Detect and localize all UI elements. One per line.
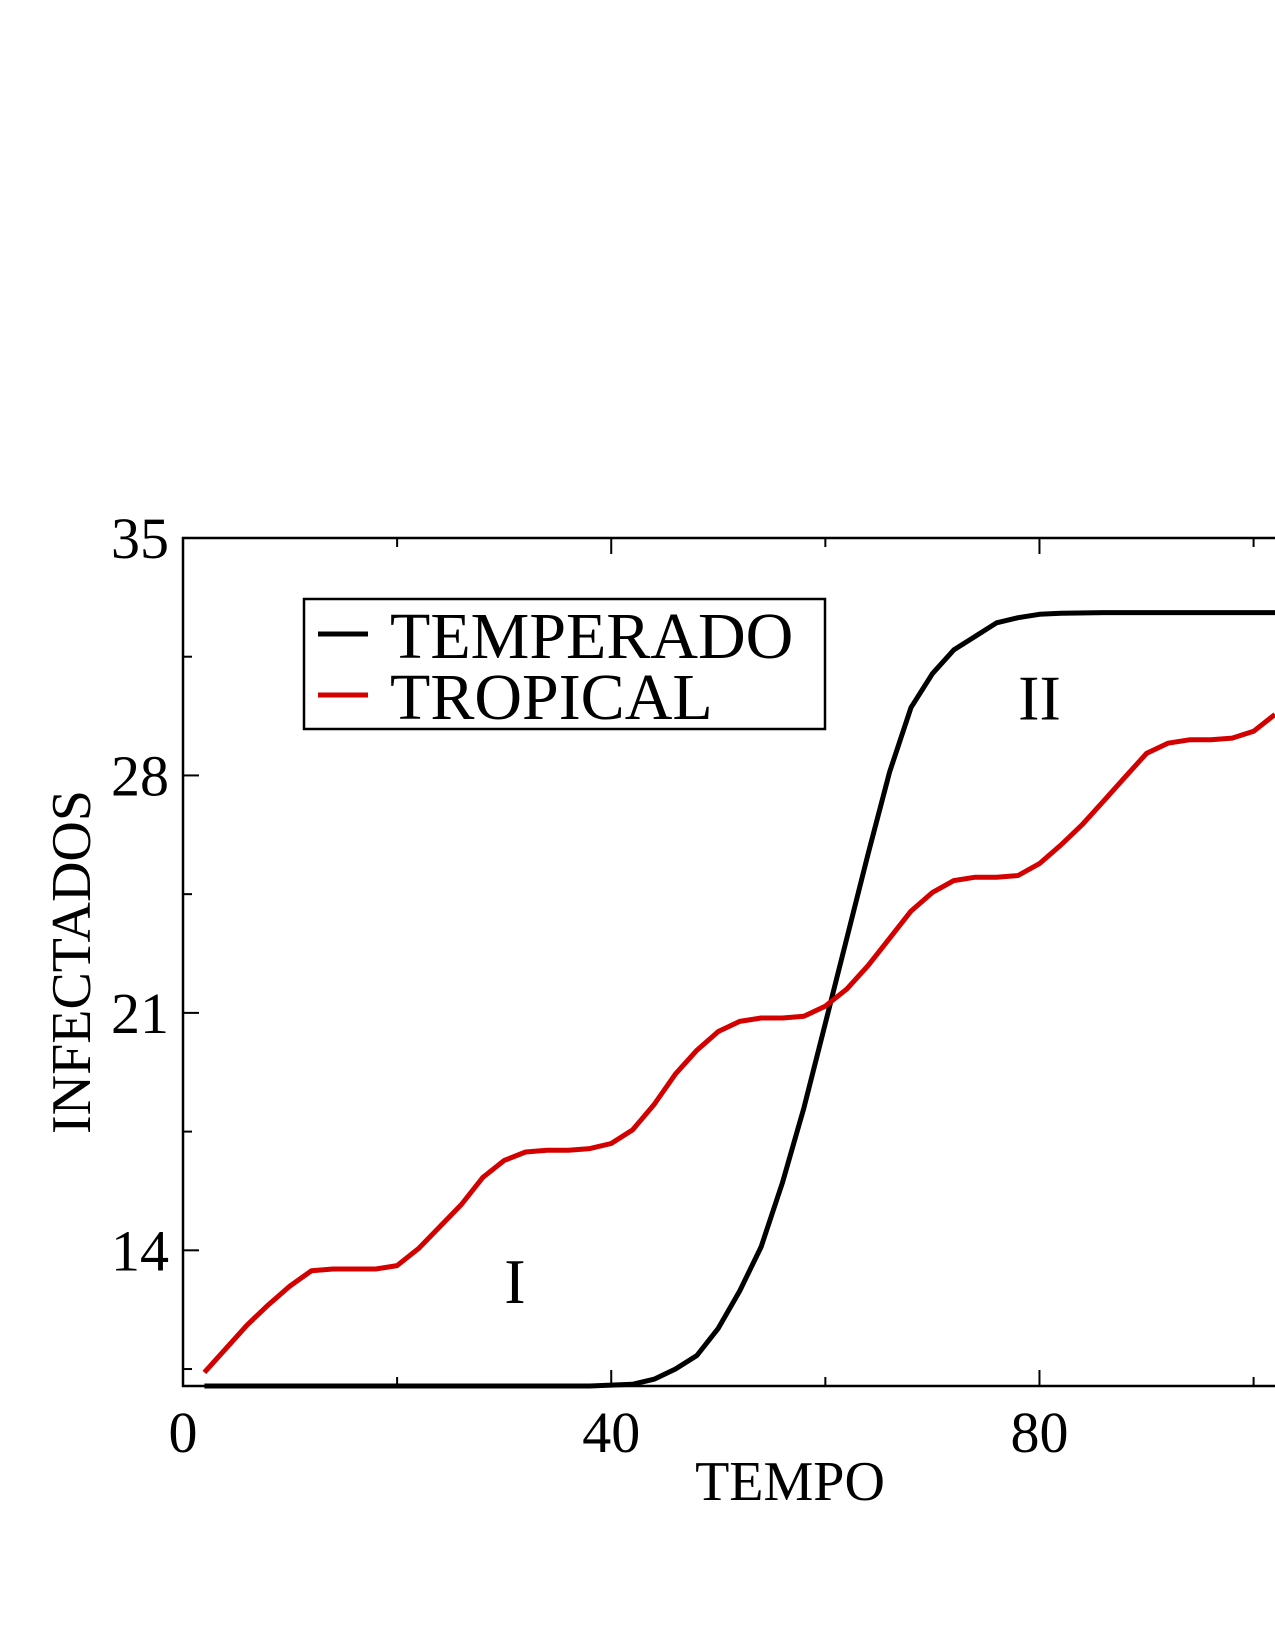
legend-label-tropical: TROPICAL <box>390 661 713 734</box>
y-tick-label: 28 <box>111 743 169 808</box>
x-axis-title: TEMPO <box>695 1451 885 1513</box>
y-tick-label: 35 <box>111 506 169 571</box>
x-tick-label: 0 <box>169 1400 198 1465</box>
legend-label-temperado: TEMPERADO <box>390 600 793 673</box>
x-tick-label: 80 <box>1010 1400 1068 1465</box>
y-axis-title: INFECTADOS <box>41 790 103 1134</box>
y-tick-label: 14 <box>111 1218 169 1283</box>
region-label: II <box>1018 662 1061 733</box>
legend-box <box>302 597 827 731</box>
series-lines <box>202 610 1275 1389</box>
tick-labels: 0 40 80 14 21 28 35 <box>111 506 1068 1465</box>
series-line-tropical <box>202 712 1275 1375</box>
legend: TEMPERADO TROPICAL <box>302 597 827 734</box>
region-labels: III <box>504 662 1061 1316</box>
series-line-temperado <box>204 610 1275 1389</box>
x-tick-label: 40 <box>582 1400 640 1465</box>
y-tick-label: 21 <box>111 981 169 1046</box>
plot-frame <box>181 536 1275 1388</box>
axis-ticks <box>182 537 1255 1386</box>
region-label: I <box>504 1246 525 1317</box>
